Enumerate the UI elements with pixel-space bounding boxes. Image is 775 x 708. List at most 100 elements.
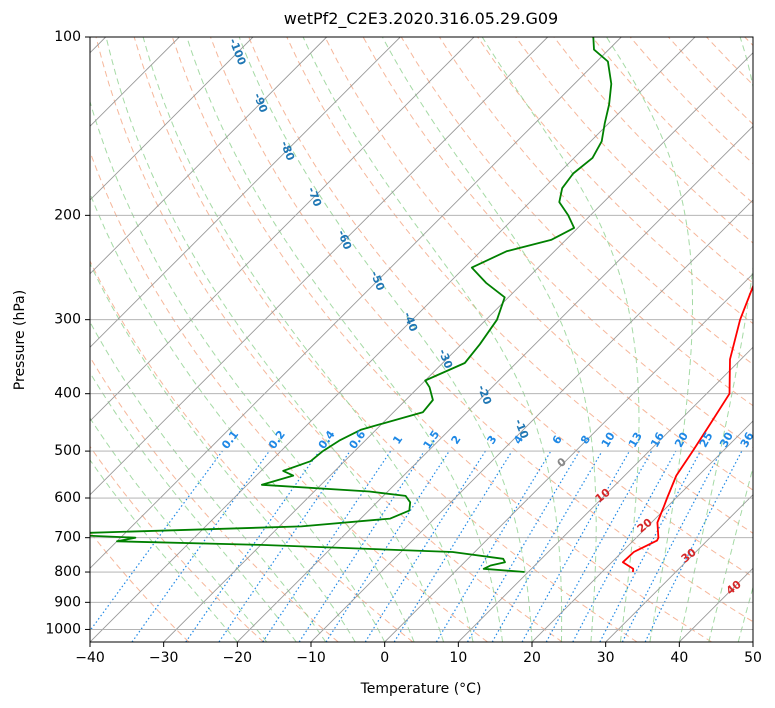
x-tick-label: −10 xyxy=(296,650,326,666)
dry-adiabat-line xyxy=(210,37,753,623)
mixing-ratio-label: 20 xyxy=(672,430,691,450)
dry-adiabat-line xyxy=(515,37,753,284)
moist-adiabat-line xyxy=(90,99,415,642)
mixing-ratio-line xyxy=(325,450,450,642)
mixing-ratio-line xyxy=(218,450,351,642)
moist-adiabat-line xyxy=(90,371,297,642)
y-tick-label: 600 xyxy=(54,490,81,506)
y-tick-label: 200 xyxy=(54,207,81,223)
moist-adiabat-line xyxy=(302,37,563,642)
moist-adiabat-label: 0 xyxy=(555,455,569,470)
moist-adiabat-line xyxy=(381,37,597,642)
moist-adiabat-line xyxy=(142,37,474,642)
moist-adiabat-label: 20 xyxy=(635,516,655,536)
y-tick-label: 400 xyxy=(54,386,81,402)
mixing-ratio-label: 16 xyxy=(648,430,667,450)
isotherm-line xyxy=(236,125,753,642)
y-tick-label: 900 xyxy=(54,594,81,610)
dry-adiabat-label: -100 xyxy=(226,37,248,68)
y-tick-label: 300 xyxy=(54,312,81,328)
isotherm-line xyxy=(90,37,549,496)
dry-adiabat-label: -60 xyxy=(335,228,354,252)
dry-adiabat-label: -20 xyxy=(475,383,494,407)
dry-adiabat-label: -90 xyxy=(251,91,270,115)
mixing-ratio-label: 30 xyxy=(717,430,736,450)
isotherm-line xyxy=(310,199,753,642)
dry-adiabat-label: -40 xyxy=(401,310,420,334)
moist-adiabat-line xyxy=(90,459,238,642)
dry-adiabat-line xyxy=(95,37,563,642)
dry-adiabat-line xyxy=(90,356,339,642)
x-tick-label: 30 xyxy=(597,650,615,666)
y-axis-label: Pressure (hPa) xyxy=(12,290,28,390)
dewpoint-profile xyxy=(90,37,613,573)
isotherms xyxy=(90,37,753,642)
mixing-ratio-lines xyxy=(90,450,743,642)
moist-adiabat-line xyxy=(606,37,693,642)
mixing-ratio-label: 10 xyxy=(599,430,618,450)
dry-adiabat-line xyxy=(324,37,753,491)
y-tick-label: 500 xyxy=(54,443,81,459)
mixing-ratio-line xyxy=(521,450,631,642)
dry-adiabat-label: -70 xyxy=(305,185,324,209)
isotherm-line xyxy=(90,37,696,642)
x-axis-ticks: −40 −30 −20 −10 0 10 20 30 40 50 xyxy=(75,642,762,666)
mixing-ratio-line xyxy=(262,450,392,642)
mixing-ratio-label: 0.6 xyxy=(346,428,368,452)
x-tick-label: −30 xyxy=(149,650,179,666)
moist-adiabat-line xyxy=(481,37,640,642)
x-tick-label: 10 xyxy=(449,650,467,666)
x-tick-label: 50 xyxy=(744,650,762,666)
y-tick-label: 1000 xyxy=(45,621,81,637)
isotherm-line xyxy=(605,494,753,642)
dry-adiabat-line xyxy=(744,37,753,47)
isotherm-line xyxy=(90,37,622,569)
isotherm-line xyxy=(384,273,753,642)
isotherm-line xyxy=(90,37,254,201)
dry-adiabat-line xyxy=(171,37,712,642)
x-tick-label: 20 xyxy=(523,650,541,666)
dry-adiabat-line xyxy=(553,37,753,244)
dry-adiabat-label: -50 xyxy=(368,269,387,293)
moist-adiabat-line xyxy=(678,37,753,642)
mixing-ratio-line xyxy=(599,450,702,642)
y-axis-ticks: 100 200 300 400 500 600 700 800 900 1000 xyxy=(45,29,90,637)
isotherm-line xyxy=(90,37,475,422)
moist-adiabat-line xyxy=(238,37,533,642)
mixing-ratio-line xyxy=(131,450,270,642)
isobars xyxy=(90,37,753,630)
isotherm-line xyxy=(90,37,328,275)
mixing-ratio-line xyxy=(466,450,580,642)
moist-adiabat-line xyxy=(90,262,356,642)
mixing-ratio-label: 13 xyxy=(626,430,645,450)
mixing-ratio-label: 2 xyxy=(449,433,464,447)
dry-adiabats xyxy=(90,37,753,642)
plot-frame xyxy=(89,36,754,643)
moist-adiabat-line xyxy=(737,585,753,642)
x-tick-label: 40 xyxy=(670,650,688,666)
mixing-ratio-label: 25 xyxy=(697,430,716,450)
mixing-ratio-line xyxy=(393,450,513,642)
dry-adiabat-line xyxy=(706,37,753,86)
moist-adiabat-line xyxy=(90,321,327,642)
mixing-ratio-label: 1.5 xyxy=(421,428,443,451)
profiles xyxy=(90,37,753,573)
mixing-ratio-label: 0.1 xyxy=(219,428,241,451)
dry-adiabat-line xyxy=(248,37,753,578)
mixing-ratio-label: 6 xyxy=(550,433,565,447)
mixing-ratio-line xyxy=(364,450,486,642)
x-tick-label: 0 xyxy=(380,650,389,666)
mixing-ratio-label: 1 xyxy=(390,433,405,447)
dry-adiabat-line xyxy=(286,37,753,534)
mixing-ratio-line xyxy=(572,450,677,642)
y-tick-label: 100 xyxy=(54,29,81,45)
reference-line-labels: -100-90-80-70-60-50-40-30-20-100.1 0.2 0.4… xyxy=(219,37,753,597)
dry-adiabat-line xyxy=(90,259,414,642)
moist-adiabat-line xyxy=(90,417,268,642)
isotherm-line xyxy=(90,37,401,348)
dry-adiabat-line xyxy=(133,37,638,642)
mixing-ratio-line xyxy=(185,450,320,642)
moist-adiabat-line xyxy=(90,192,386,642)
isotherm-line xyxy=(752,641,753,642)
